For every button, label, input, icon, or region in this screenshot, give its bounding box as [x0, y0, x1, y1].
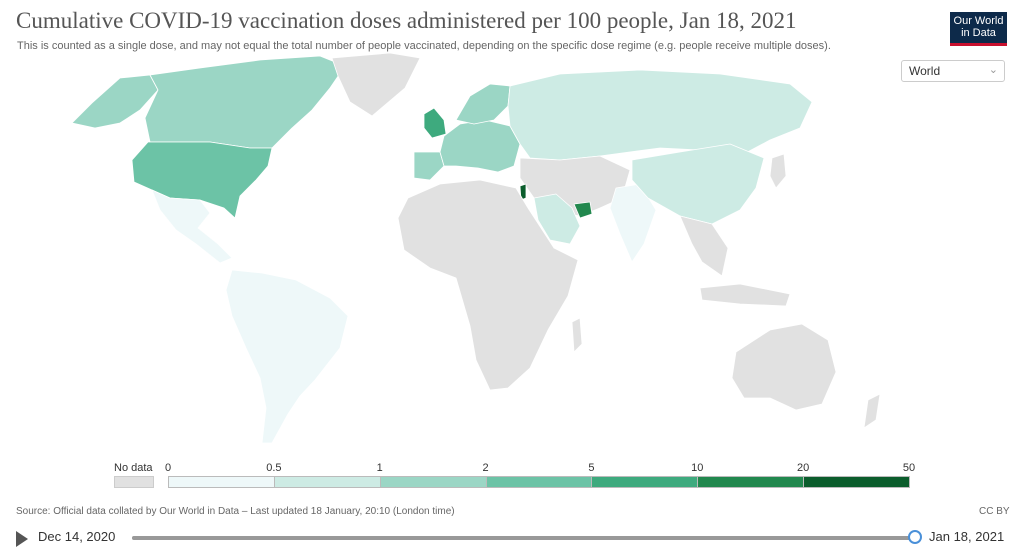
owid-logo[interactable]: Our World in Data	[950, 12, 1007, 46]
region-russia[interactable]	[507, 69, 813, 161]
region-united-states[interactable]	[131, 141, 273, 219]
legend-tick-label: 20	[797, 462, 810, 474]
timeline-handle[interactable]	[908, 530, 922, 544]
region-new-zealand[interactable]	[863, 393, 881, 429]
region-europe[interactable]	[439, 119, 521, 173]
timeline-start-date: Dec 14, 2020	[38, 529, 116, 544]
region-select[interactable]: World ⌄	[901, 60, 1005, 82]
legend-swatch[interactable]	[485, 476, 593, 488]
legend-no-data-label: No data	[114, 462, 153, 474]
region-southeast-asia[interactable]	[679, 215, 729, 277]
region-europe[interactable]	[413, 151, 445, 181]
legend-swatch[interactable]	[168, 476, 275, 488]
region-indonesia[interactable]	[699, 283, 791, 307]
chevron-down-icon: ⌄	[988, 64, 998, 76]
legend-swatch[interactable]	[591, 476, 699, 488]
region-canada[interactable]	[144, 55, 346, 149]
timeline-fill	[132, 536, 916, 540]
region-saudi-arabia[interactable]	[533, 193, 581, 245]
timeline-slider[interactable]	[132, 536, 916, 540]
legend-tick-label: 2	[482, 462, 489, 474]
logo-line-2: in Data	[961, 27, 996, 39]
region-mexico[interactable]	[151, 189, 233, 264]
play-icon[interactable]	[16, 531, 28, 547]
world-map	[71, 52, 881, 444]
legend-no-data-swatch	[114, 476, 154, 488]
region-united-arab-emirates[interactable]	[573, 201, 593, 219]
source-note: Source: Official data collated by Our Wo…	[16, 506, 455, 517]
legend-swatch[interactable]	[273, 476, 381, 488]
region-latin-america[interactable]	[225, 269, 349, 444]
timeline-end-date: Jan 18, 2021	[929, 529, 1005, 544]
legend-tick-label: 1	[376, 462, 383, 474]
legend-swatch[interactable]	[379, 476, 487, 488]
region-africa[interactable]	[397, 179, 579, 391]
region-australia[interactable]	[731, 323, 837, 411]
legend-color-bar	[168, 476, 911, 488]
license-link[interactable]: CC BY	[979, 506, 1010, 517]
legend-swatch[interactable]	[697, 476, 805, 488]
region-europe[interactable]	[455, 83, 511, 125]
region-madagascar[interactable]	[571, 317, 583, 353]
legend-swatch[interactable]	[803, 476, 911, 488]
region-greenland[interactable]	[331, 52, 421, 117]
legend-tick-label: 10	[691, 462, 704, 474]
legend-tick-label: 5	[588, 462, 595, 474]
legend-tick-label: 50	[902, 462, 916, 474]
region-japan[interactable]	[769, 153, 787, 189]
region-select-value: World	[909, 64, 941, 78]
legend-tick-label: 0.5	[266, 462, 282, 474]
chart-subtitle: This is counted as a single dose, and ma…	[17, 40, 831, 52]
legend-tick-label: 0	[164, 462, 172, 474]
chart-title: Cumulative COVID-19 vaccination doses ad…	[16, 8, 797, 33]
region-china[interactable]	[631, 143, 765, 225]
region-united-kingdom[interactable]	[423, 107, 447, 139]
logo-line-1: Our World	[953, 15, 1004, 27]
